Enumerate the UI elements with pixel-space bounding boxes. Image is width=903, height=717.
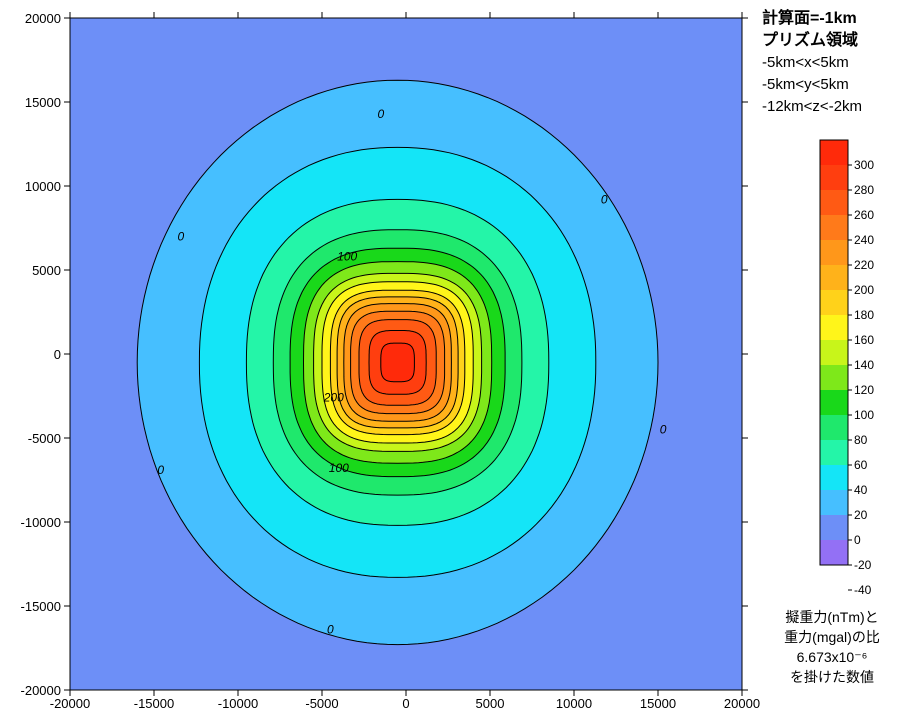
x-tick-label: -15000 — [134, 696, 174, 711]
colorbar-swatch — [820, 465, 848, 490]
colorbar-swatch — [820, 240, 848, 265]
colorbar-swatch — [820, 340, 848, 365]
colorbar-label: 40 — [854, 483, 868, 497]
info-line-5: -12km<z<-2km — [762, 98, 862, 115]
contour-label: 0 — [327, 623, 334, 637]
info-line-2: プリズム領域 — [762, 30, 858, 49]
contour-label: 100 — [329, 461, 349, 475]
colorbar-label: 100 — [854, 408, 874, 422]
colorbar-swatch — [820, 265, 848, 290]
colorbar-label: 160 — [854, 333, 874, 347]
contour-label: 0 — [178, 229, 185, 243]
x-tick-label: -20000 — [50, 696, 90, 711]
colorbar-label: 140 — [854, 358, 874, 372]
colorbar-label: 200 — [854, 283, 874, 297]
contour-label: 100 — [337, 250, 357, 264]
contour-label: 0 — [157, 463, 164, 477]
colorbar: 3002802602402202001801601401201008060402… — [820, 140, 874, 597]
info-line-3: -5km<x<5km — [762, 54, 849, 71]
info-line-4: -5km<y<5km — [762, 76, 849, 93]
note-line-3: 6.673x10⁻⁶ — [797, 649, 868, 665]
colorbar-swatch — [820, 540, 848, 565]
y-tick-label: 5000 — [32, 263, 61, 278]
y-tick-label: -20000 — [21, 683, 61, 698]
x-tick-label: -10000 — [218, 696, 258, 711]
plot-area — [70, 18, 742, 690]
colorbar-swatch — [820, 290, 848, 315]
x-tick-label: 20000 — [724, 696, 760, 711]
colorbar-label: 260 — [854, 208, 874, 222]
note-line-4: を掛けた数値 — [790, 669, 874, 685]
contour-label: 200 — [323, 391, 344, 405]
colorbar-label: 240 — [854, 233, 874, 247]
contour-label: 0 — [377, 107, 384, 121]
colorbar-label: 20 — [854, 508, 868, 522]
y-tick-label: -10000 — [21, 515, 61, 530]
info-block: 計算面=-1km プリズム領域 -5km<x<5km -5km<y<5km -1… — [762, 8, 862, 115]
colorbar-label: 80 — [854, 433, 868, 447]
colorbar-swatch — [820, 140, 848, 165]
colorbar-label: -20 — [854, 558, 872, 572]
y-tick-label: 10000 — [25, 179, 61, 194]
colorbar-label: 60 — [854, 458, 868, 472]
contour-label: 0 — [601, 192, 608, 206]
colorbar-swatch — [820, 315, 848, 340]
colorbar-label: 120 — [854, 383, 874, 397]
note-line-2: 重力(mgal)の比 — [784, 629, 880, 645]
colorbar-label: 280 — [854, 183, 874, 197]
colorbar-swatch — [820, 440, 848, 465]
x-tick-label: 15000 — [640, 696, 676, 711]
y-tick-label: 20000 — [25, 11, 61, 26]
colorbar-label: 220 — [854, 258, 874, 272]
colorbar-swatch — [820, 215, 848, 240]
x-tick-label: 5000 — [476, 696, 505, 711]
colorbar-swatch — [820, 390, 848, 415]
x-tick-label: -5000 — [305, 696, 338, 711]
y-tick-label: -5000 — [28, 431, 61, 446]
y-tick-label: -15000 — [21, 599, 61, 614]
colorbar-label: 0 — [854, 533, 861, 547]
note-line-1: 擬重力(nTm)と — [785, 609, 878, 625]
colorbar-label: 180 — [854, 308, 874, 322]
colorbar-label: -40 — [854, 583, 872, 597]
contour-band-300 — [389, 353, 406, 372]
colorbar-swatch — [820, 165, 848, 190]
colorbar-swatch — [820, 515, 848, 540]
contour-label: 0 — [660, 423, 667, 437]
colorbar-swatch — [820, 365, 848, 390]
note-block: 擬重力(nTm)と 重力(mgal)の比 6.673x10⁻⁶ を掛けた数値 — [784, 609, 880, 685]
info-line-1: 計算面=-1km — [762, 8, 857, 27]
colorbar-label: 300 — [854, 158, 874, 172]
x-tick-label: 10000 — [556, 696, 592, 711]
colorbar-swatch — [820, 190, 848, 215]
colorbar-swatch — [820, 490, 848, 515]
x-tick-label: 0 — [402, 696, 409, 711]
colorbar-swatch — [820, 415, 848, 440]
y-tick-label: 0 — [54, 347, 61, 362]
y-tick-label: 15000 — [25, 95, 61, 110]
